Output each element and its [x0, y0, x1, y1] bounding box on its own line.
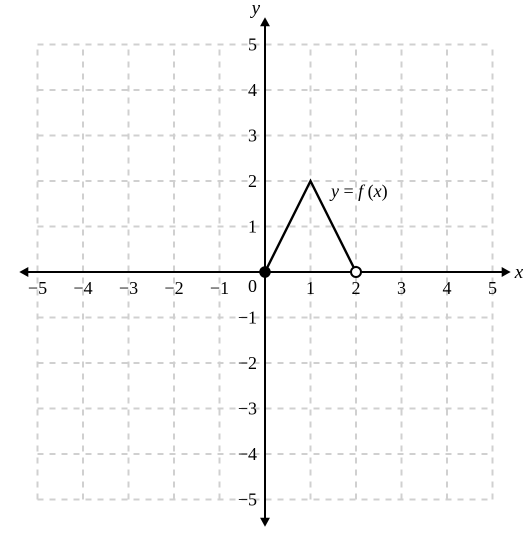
arrowhead-icon	[502, 267, 511, 277]
function-label: y = f (x)	[329, 181, 388, 202]
x-tick-label: −1	[210, 278, 229, 298]
x-tick-label: −3	[119, 278, 138, 298]
y-tick-label: −3	[238, 399, 257, 419]
x-tick-label: 4	[443, 278, 452, 298]
x-tick-label: 3	[397, 278, 406, 298]
y-axis-label: y	[250, 0, 261, 19]
y-tick-label: −5	[238, 490, 257, 510]
origin-label: 0	[248, 276, 257, 296]
y-tick-label: 1	[248, 217, 257, 237]
y-tick-label: −4	[238, 444, 257, 464]
function-graph: xy−5−4−3−2−112345−5−4−3−2−1123450y = f (…	[0, 0, 530, 543]
x-tick-label: 1	[306, 278, 315, 298]
axes: xy	[19, 0, 523, 527]
y-tick-label: 4	[248, 80, 257, 100]
closed-endpoint-icon	[260, 267, 270, 277]
y-tick-label: −1	[238, 308, 257, 328]
arrowhead-icon	[19, 267, 28, 277]
x-axis-label: x	[514, 262, 524, 283]
y-tick-label: 3	[248, 126, 257, 146]
x-tick-label: −2	[164, 278, 183, 298]
y-tick-label: 5	[248, 35, 257, 55]
arrowhead-icon	[260, 518, 270, 527]
arrowhead-icon	[260, 17, 270, 26]
x-tick-label: −5	[28, 278, 47, 298]
y-tick-label: 2	[248, 171, 257, 191]
y-tick-label: −2	[238, 353, 257, 373]
x-tick-label: 5	[488, 278, 497, 298]
coordinate-plane: xy−5−4−3−2−112345−5−4−3−2−1123450y = f (…	[0, 0, 530, 543]
x-tick-label: 2	[352, 278, 361, 298]
x-tick-label: −4	[73, 278, 92, 298]
open-endpoint-icon	[351, 267, 361, 277]
